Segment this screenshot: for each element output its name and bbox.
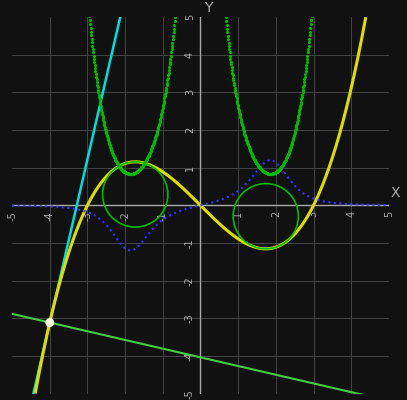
Text: -3: -3 bbox=[83, 211, 92, 221]
Text: 5: 5 bbox=[384, 211, 394, 217]
Circle shape bbox=[46, 319, 54, 326]
Text: 2: 2 bbox=[271, 211, 281, 217]
Text: -2: -2 bbox=[185, 276, 195, 286]
Text: 2: 2 bbox=[185, 127, 195, 133]
Text: -1: -1 bbox=[185, 238, 195, 248]
Text: 4: 4 bbox=[185, 52, 195, 58]
Text: 4: 4 bbox=[346, 211, 356, 217]
Text: 1: 1 bbox=[233, 211, 243, 217]
Text: Y: Y bbox=[204, 1, 212, 15]
Text: 3: 3 bbox=[185, 89, 195, 95]
Text: 3: 3 bbox=[309, 211, 319, 217]
Text: -5: -5 bbox=[7, 211, 17, 221]
Text: 1: 1 bbox=[185, 164, 195, 171]
Text: X: X bbox=[391, 186, 400, 200]
Text: -5: -5 bbox=[185, 389, 195, 399]
Text: -4: -4 bbox=[45, 211, 55, 221]
Text: -2: -2 bbox=[120, 211, 130, 221]
Text: -4: -4 bbox=[185, 351, 195, 361]
Text: -1: -1 bbox=[158, 211, 168, 221]
Text: -3: -3 bbox=[185, 314, 195, 323]
Text: 5: 5 bbox=[185, 14, 195, 20]
